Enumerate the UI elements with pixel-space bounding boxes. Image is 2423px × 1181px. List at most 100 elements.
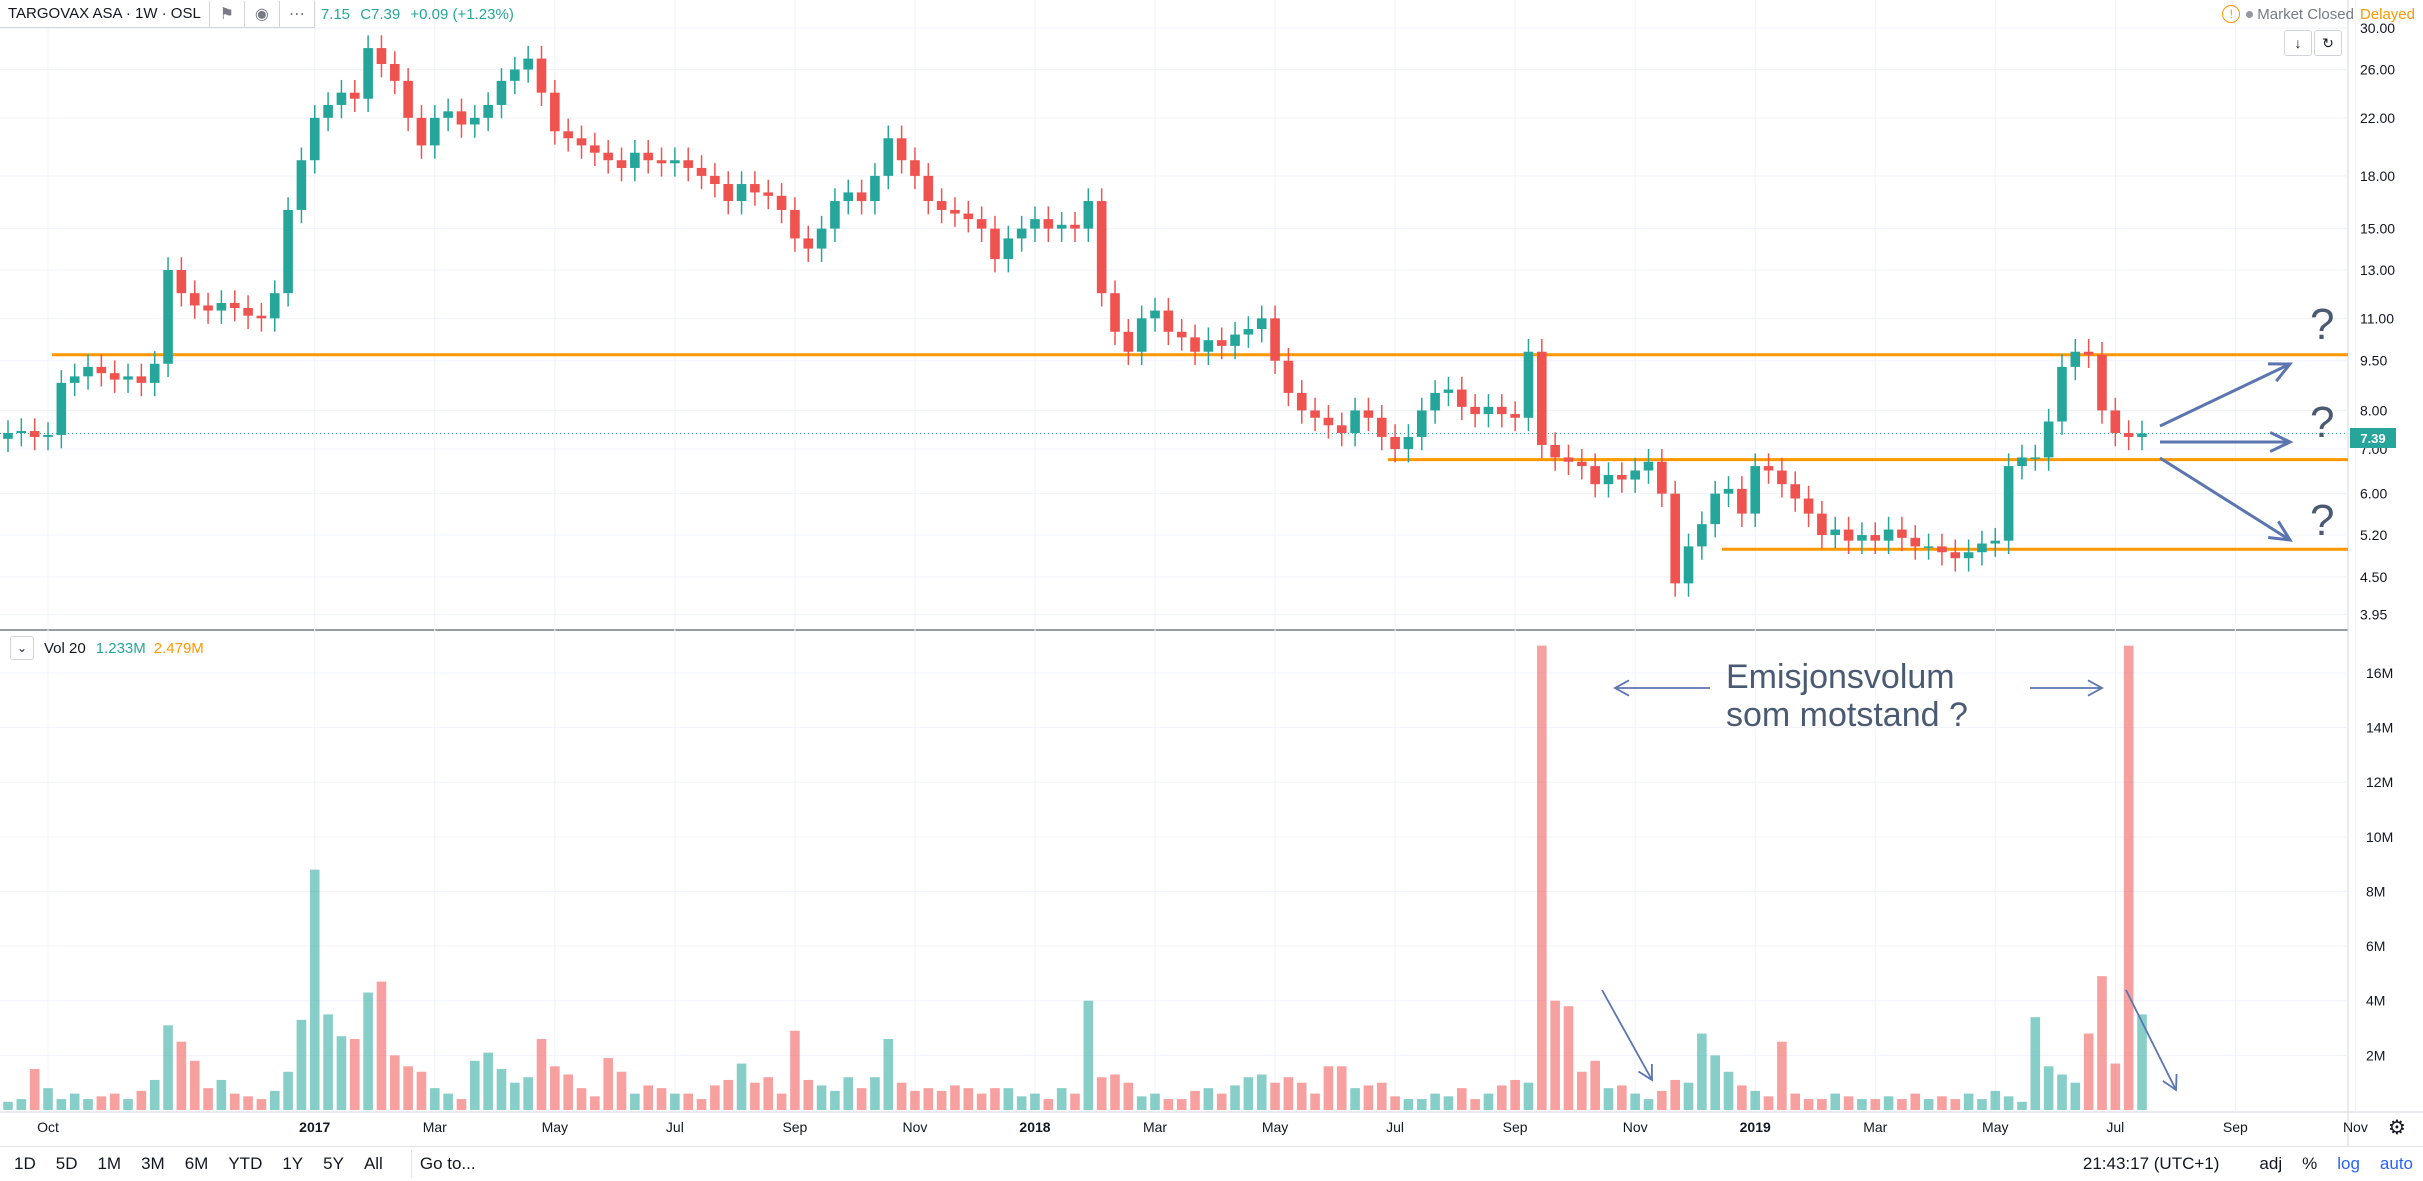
refresh-icon[interactable]: ↻: [2314, 30, 2342, 56]
volume-bar: [296, 1019, 307, 1110]
candle-body: [1830, 529, 1841, 536]
volume-bar: [1136, 1096, 1147, 1110]
time-tick-label: 2019: [1740, 1119, 1771, 1135]
time-tick-label: Mar: [1863, 1119, 1887, 1135]
volume-bar: [1657, 1090, 1667, 1110]
candle-body: [149, 363, 160, 383]
more-icon[interactable]: ⋯: [279, 0, 315, 28]
candle-body: [830, 201, 840, 229]
gear-icon[interactable]: ⚙: [2388, 1115, 2406, 1139]
candle-body: [269, 293, 280, 319]
candle-body: [1710, 493, 1721, 525]
volume-bar: [670, 1093, 680, 1110]
candle-body: [1963, 552, 1974, 559]
range-1d-button[interactable]: 1D: [14, 1154, 36, 1173]
volume-bar: [1056, 1088, 1067, 1110]
volume-bar: [363, 992, 373, 1110]
volume-bar: [643, 1085, 654, 1110]
range-3m-button[interactable]: 3M: [141, 1154, 165, 1173]
candle-body: [1403, 436, 1414, 450]
volume-bar: [963, 1088, 974, 1110]
volume-bar: [416, 1071, 427, 1110]
range-5y-button[interactable]: 5Y: [323, 1154, 344, 1173]
candle-body: [1923, 546, 1934, 548]
download-arrow-icon[interactable]: ↓: [2284, 30, 2312, 56]
candle-body: [229, 302, 240, 308]
candle-body: [243, 307, 253, 316]
range-1y-button[interactable]: 1Y: [282, 1154, 304, 1173]
candle-body: [1416, 410, 1427, 437]
volume-bar: [910, 1090, 920, 1110]
volume-bar: [1110, 1074, 1120, 1110]
volume-bar: [216, 1079, 227, 1110]
chevron-down-icon[interactable]: ⌄: [10, 636, 34, 660]
volume-bar: [149, 1079, 160, 1110]
candle-body: [883, 138, 894, 176]
market-closed-label: Market Closed: [2257, 5, 2354, 23]
volume-bar: [510, 1082, 520, 1110]
candle-body: [296, 160, 307, 210]
range-5d-button[interactable]: 5D: [55, 1154, 78, 1173]
candle-body: [1883, 529, 1894, 541]
volume-tick-label: 8M: [2366, 883, 2385, 899]
candle-body: [1283, 360, 1294, 393]
volume-bar: [1550, 1000, 1560, 1110]
symbol-title[interactable]: TARGOVAX ASA · 1W · OSL: [0, 0, 210, 28]
candle-body: [670, 160, 680, 164]
candle-body: [1216, 340, 1227, 346]
delayed-label[interactable]: Delayed: [2359, 5, 2415, 23]
candle-body: [936, 201, 947, 210]
log-toggle[interactable]: log: [2337, 1154, 2360, 1173]
range-1m-button[interactable]: 1M: [97, 1154, 122, 1173]
volume-bar: [1883, 1096, 1894, 1110]
candle-body: [443, 111, 453, 118]
candle-body: [1350, 410, 1360, 433]
volume-bar: [69, 1093, 80, 1110]
warning-circle-icon[interactable]: !: [2222, 5, 2241, 23]
volume-bar: [923, 1088, 934, 1110]
candle-body: [923, 175, 934, 202]
candle-body: [616, 160, 627, 168]
candle-body: [576, 138, 587, 146]
market-status: ! Market Closed Delayed: [2222, 0, 2415, 28]
goto-button[interactable]: Go to...: [410, 1150, 484, 1178]
candle-body: [1697, 524, 1707, 547]
volume-bar: [1203, 1088, 1214, 1110]
candle-body: [736, 184, 747, 202]
candle-body: [2043, 421, 2054, 458]
volume-bar: [1070, 1093, 1080, 1110]
volume-bar: [1510, 1079, 1520, 1110]
volume-bar: [256, 1099, 267, 1110]
candle-body: [590, 145, 600, 153]
ohlc-close: C7.39: [360, 5, 401, 23]
price-tick-label: 13.00: [2360, 262, 2395, 278]
auto-toggle[interactable]: auto: [2379, 1154, 2413, 1173]
range-ytd-button[interactable]: YTD: [228, 1154, 263, 1173]
candle-body: [1510, 414, 1520, 418]
volume-bar: [2070, 1082, 2081, 1110]
candle-body: [843, 192, 854, 202]
adj-toggle[interactable]: adj: [2259, 1154, 2283, 1173]
volume-bar: [283, 1071, 293, 1110]
volume-bar: [1603, 1088, 1614, 1110]
percent-toggle[interactable]: %: [2302, 1154, 2318, 1173]
volume-bar: [1563, 1006, 1574, 1110]
volume-tick-label: 2M: [2366, 1047, 2385, 1063]
volume-tick-label: 16M: [2366, 665, 2393, 681]
volume-bar: [1937, 1096, 1947, 1110]
flag-icon[interactable]: ⚑: [209, 0, 245, 28]
candle-body: [1323, 417, 1334, 426]
candle-body: [2003, 466, 2014, 541]
candle-body: [536, 58, 547, 93]
question-mark-down: ?: [2310, 496, 2335, 545]
candle-body: [1683, 546, 1694, 584]
range-all-button[interactable]: All: [363, 1154, 383, 1173]
scenario-arrow-down: [2159, 456, 2291, 542]
eye-icon[interactable]: ◉: [244, 0, 280, 28]
candle-body: [16, 431, 27, 433]
range-6m-button[interactable]: 6M: [184, 1154, 209, 1173]
volume-bar: [1283, 1077, 1294, 1110]
volume-bar: [1803, 1099, 1814, 1110]
volume-bar: [109, 1093, 120, 1110]
